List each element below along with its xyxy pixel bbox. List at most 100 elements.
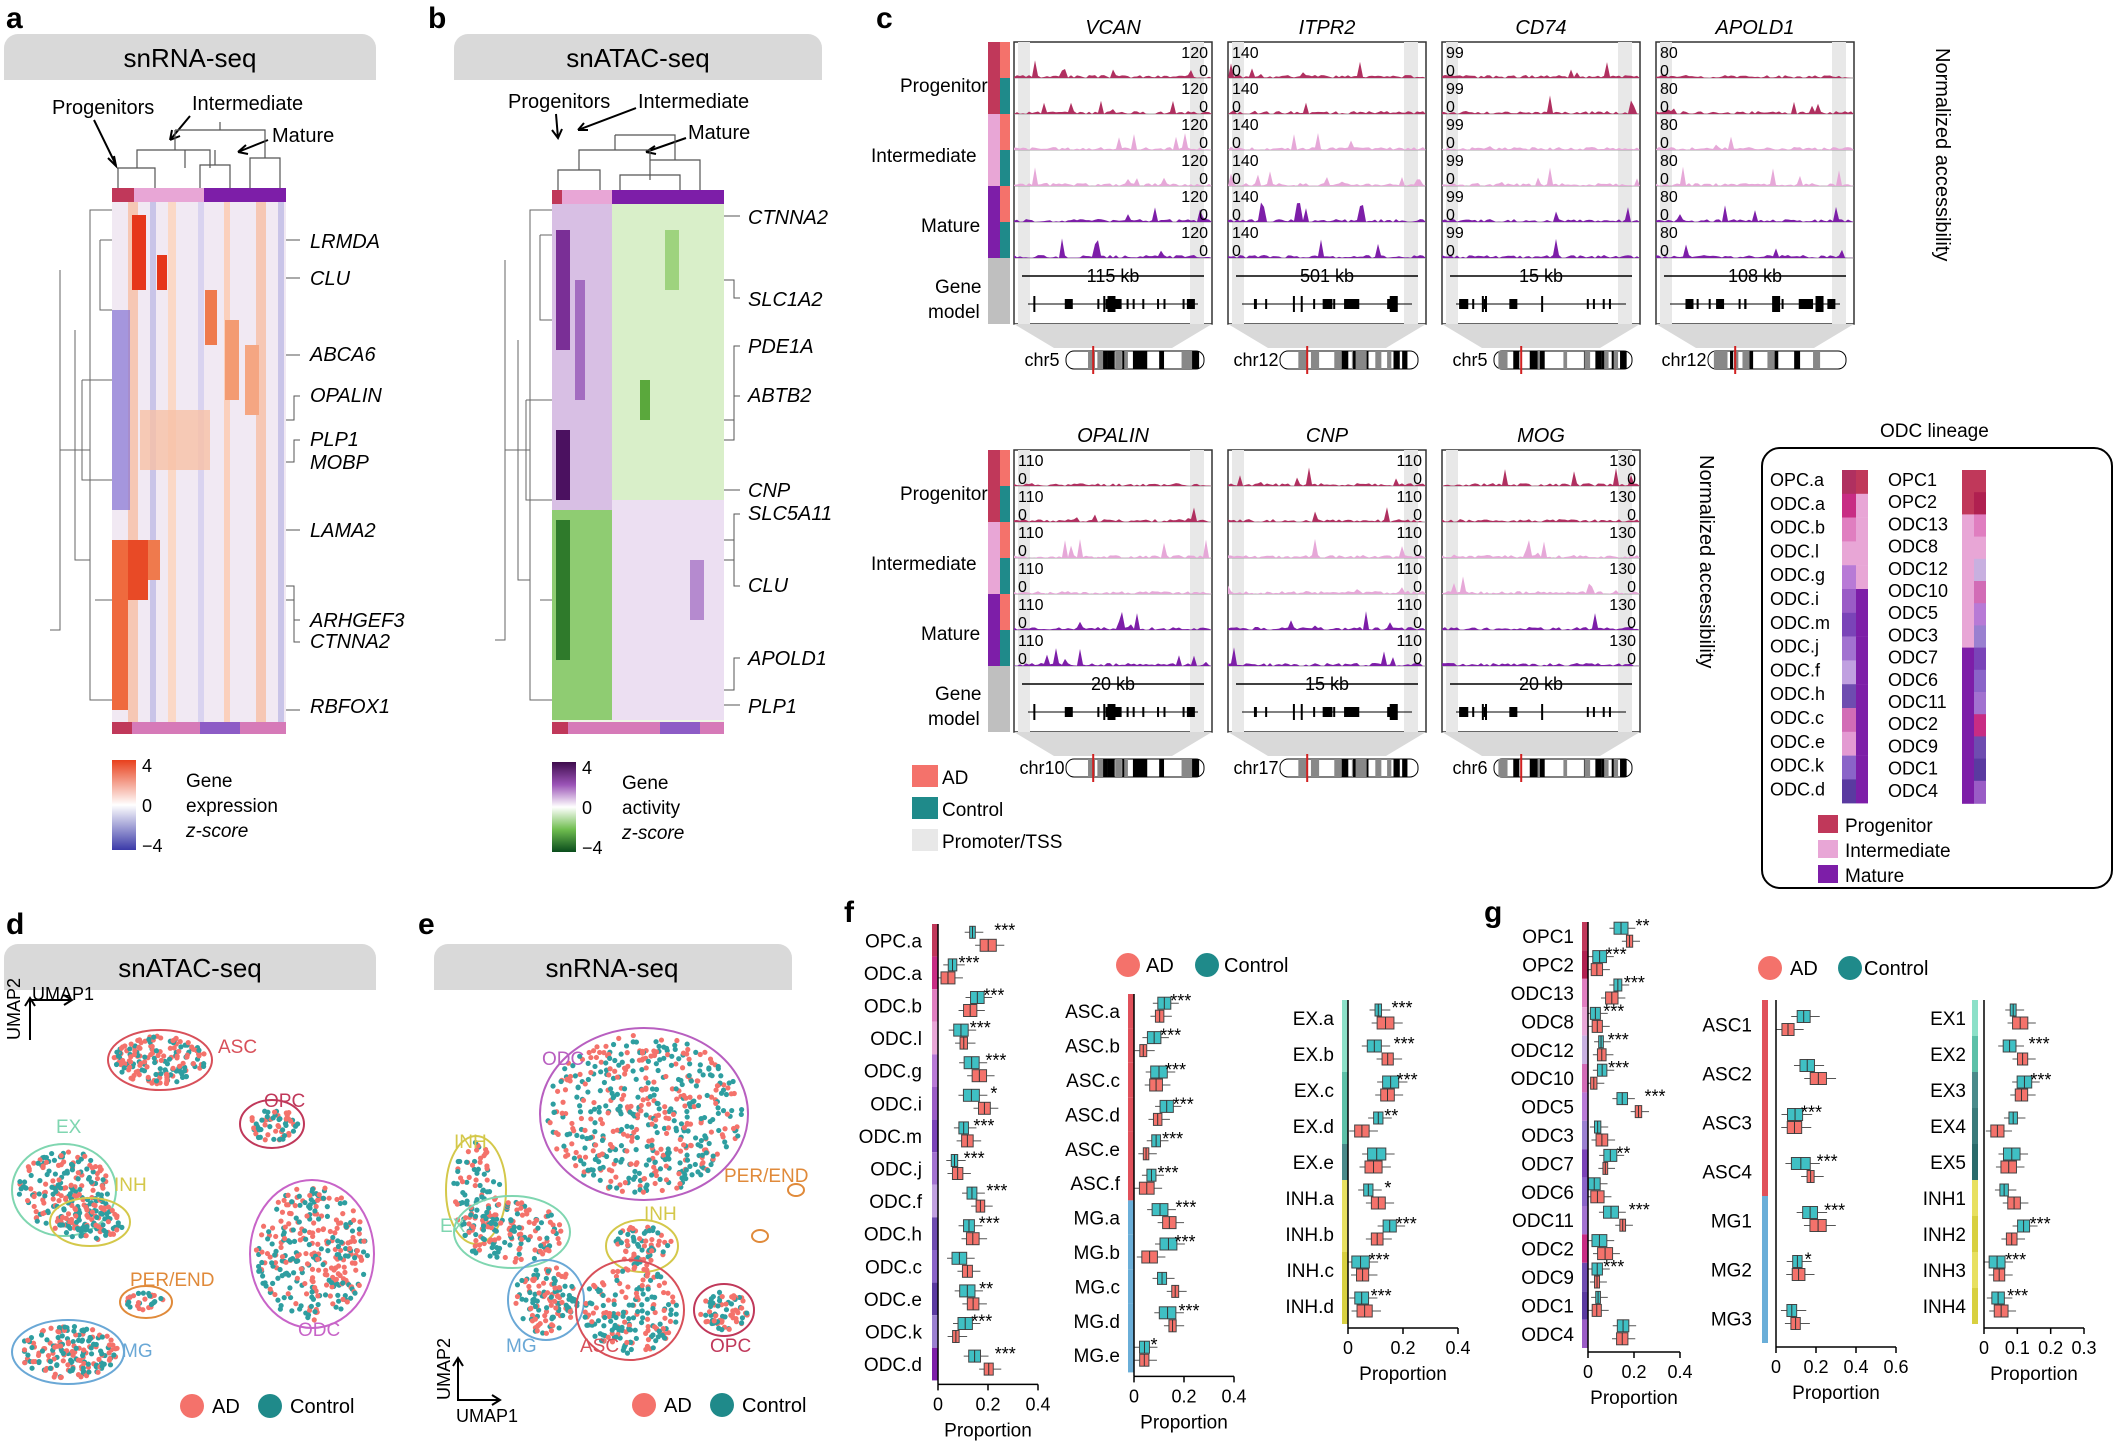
- significance: ***: [2005, 1250, 2026, 1270]
- umap-point: [610, 1128, 616, 1135]
- umap-point: [21, 1179, 28, 1185]
- umap-point: [524, 1211, 530, 1217]
- umap-point: [484, 1177, 490, 1183]
- umap-point: [356, 1231, 362, 1237]
- exon: [1387, 707, 1396, 717]
- umap-point: [84, 1207, 90, 1213]
- umap-point: [152, 1299, 158, 1305]
- umap-point: [601, 1323, 607, 1329]
- umap-point: [80, 1327, 86, 1333]
- umap-point: [283, 1259, 289, 1265]
- umap-point: [264, 1250, 271, 1257]
- umap-point: [599, 1120, 606, 1127]
- umap-point: [309, 1294, 315, 1300]
- umap-point: [505, 1200, 511, 1206]
- box-plot-f3: EX.a***EX.b***EX.c***EX.d**EX.eINH.a*INH…: [1285, 998, 1470, 1385]
- umap-point: [262, 1108, 268, 1114]
- umap-point: [543, 1305, 550, 1311]
- umap-point: [591, 1106, 598, 1112]
- umap-point: [656, 1106, 662, 1112]
- track-zero: 0: [1413, 651, 1422, 668]
- row-label: ASC2: [1702, 1065, 1752, 1086]
- accessibility-track: [1228, 239, 1426, 258]
- umap-point: [73, 1213, 79, 1219]
- umap-point: [588, 1134, 594, 1141]
- cluster-outline: [119, 1285, 173, 1319]
- umap-point: [283, 1116, 289, 1122]
- track-max: 120: [1181, 45, 1208, 62]
- accessibility-track: [1442, 576, 1640, 594]
- tick-label: 0.2: [1621, 1362, 1646, 1382]
- panel-a-title: snRNA-seq: [124, 43, 257, 73]
- umap-point: [583, 1300, 589, 1307]
- umap-point: [656, 1328, 662, 1334]
- umap-point: [262, 1122, 268, 1128]
- group-label: Intermediate: [192, 93, 303, 115]
- umap-point: [327, 1228, 333, 1235]
- row-label: EX.b: [1293, 1045, 1334, 1066]
- umap-point: [649, 1248, 655, 1254]
- umap-point: [738, 1111, 744, 1118]
- umap-point: [645, 1058, 651, 1064]
- umap-point: [474, 1207, 480, 1213]
- umap-point: [590, 1310, 596, 1316]
- umap-point: [562, 1087, 569, 1093]
- umap-point: [269, 1241, 275, 1247]
- group-strip: [932, 924, 938, 957]
- umap-point: [126, 1067, 132, 1073]
- umap-point: [152, 1059, 158, 1066]
- track-max: 80: [1660, 153, 1678, 170]
- umap-point: [519, 1296, 525, 1302]
- umap-point: [577, 1071, 583, 1077]
- significance: ***: [1608, 1030, 1629, 1050]
- umap-point: [654, 1129, 660, 1136]
- umap-point: [526, 1207, 532, 1213]
- umap-point: [196, 1047, 202, 1053]
- panel-g: g OPC1**OPC2***ODC13***ODC8***ODC12***OD…: [1484, 896, 2097, 1409]
- umap-point: [661, 1055, 667, 1061]
- umap-point: [687, 1094, 693, 1100]
- lineage-swatch: [1856, 731, 1868, 756]
- umap-point: [311, 1317, 317, 1323]
- tick-label: 0.4: [1667, 1362, 1692, 1382]
- umap-point: [161, 1053, 167, 1059]
- umap-point: [336, 1298, 342, 1304]
- cluster-outline: [239, 1099, 305, 1149]
- umap-point: [63, 1215, 69, 1221]
- chromosome-label: chr5: [1024, 350, 1059, 370]
- track-max: 140: [1232, 225, 1259, 242]
- umap-point: [67, 1218, 73, 1224]
- group-strip: [1582, 950, 1588, 979]
- umap-point: [322, 1292, 329, 1298]
- track-zero: 0: [1660, 135, 1669, 152]
- track-zero: 0: [1446, 243, 1455, 260]
- umap-point: [315, 1227, 321, 1233]
- umap-point: [60, 1350, 66, 1356]
- umap-point: [657, 1321, 663, 1327]
- umap-point: [564, 1132, 570, 1138]
- umap-point: [730, 1308, 736, 1314]
- umap-point: [653, 1117, 659, 1123]
- umap-point: [464, 1198, 470, 1204]
- umap-point: [25, 1352, 31, 1358]
- umap-point: [60, 1358, 66, 1364]
- track-zero: 0: [1627, 651, 1636, 668]
- umap-point: [473, 1250, 479, 1256]
- lineage-swatch: [1842, 684, 1856, 709]
- umap-point: [651, 1164, 657, 1170]
- umap-point: [673, 1311, 679, 1317]
- umap-point: [739, 1305, 745, 1311]
- umap-point: [149, 1080, 155, 1086]
- umap-point: [661, 1307, 667, 1314]
- umap-point: [102, 1216, 108, 1222]
- umap-point: [87, 1162, 93, 1168]
- umap-point: [561, 1143, 567, 1149]
- umap-point: [280, 1127, 286, 1133]
- umap-point: [259, 1249, 265, 1255]
- svg-text:APOLD1: APOLD1: [747, 648, 827, 670]
- umap-point: [618, 1159, 624, 1165]
- umap-point: [708, 1094, 715, 1100]
- umap-point: [82, 1153, 88, 1159]
- umap-point: [640, 1291, 646, 1297]
- umap-point: [563, 1271, 569, 1277]
